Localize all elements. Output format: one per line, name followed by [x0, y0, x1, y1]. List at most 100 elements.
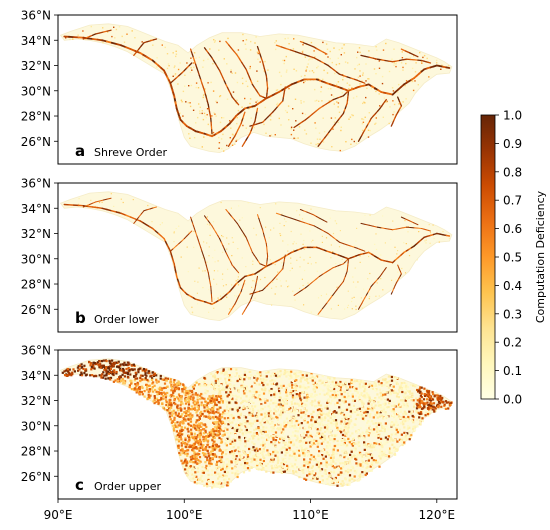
cell-pixel: [217, 411, 220, 414]
cell-pixel: [203, 241, 205, 243]
cell-pixel: [173, 426, 176, 429]
cell-pixel: [318, 481, 321, 484]
cell-pixel: [232, 454, 235, 457]
cell-pixel: [180, 433, 183, 436]
cell-pixel: [286, 421, 289, 424]
cell-pixel: [251, 286, 253, 288]
cell-pixel: [145, 368, 148, 371]
cell-pixel: [261, 419, 264, 422]
cell-pixel: [170, 421, 174, 424]
river-segment: [99, 199, 105, 202]
cell-pixel: [188, 392, 191, 395]
cell-pixel: [141, 378, 144, 381]
cell-pixel: [238, 458, 241, 461]
cell-pixel: [256, 80, 259, 82]
cell-pixel: [255, 447, 258, 450]
cell-pixel: [406, 405, 409, 408]
cell-pixel: [297, 423, 300, 426]
cell-pixel: [83, 371, 86, 375]
cell-pixel: [309, 256, 311, 258]
cell-pixel: [280, 403, 283, 406]
cell-pixel: [398, 405, 401, 409]
cell-pixel: [174, 65, 176, 67]
river-segment: [85, 203, 91, 207]
cell-pixel: [161, 44, 163, 46]
cell-pixel: [208, 224, 211, 226]
cell-pixel: [400, 382, 403, 385]
cell-pixel: [400, 62, 403, 64]
cell-pixel: [311, 395, 314, 399]
cell-pixel: [85, 369, 88, 372]
cell-pixel: [229, 445, 232, 448]
cell-pixel: [143, 390, 146, 393]
cell-pixel: [212, 428, 215, 431]
cell-pixel: [118, 377, 121, 380]
cell-pixel: [368, 396, 371, 399]
cell-pixel: [239, 397, 242, 400]
cell-pixel: [387, 455, 391, 458]
cell-pixel: [214, 466, 218, 469]
cell-pixel: [184, 458, 187, 461]
cell-pixel: [322, 440, 325, 443]
cell-pixel: [287, 105, 290, 107]
cell-pixel: [304, 74, 306, 77]
cell-pixel: [347, 471, 350, 474]
cell-pixel: [225, 370, 228, 373]
cell-pixel: [358, 63, 360, 66]
cell-pixel: [367, 452, 370, 455]
river-segment: [330, 235, 335, 239]
cell-pixel: [383, 405, 386, 408]
cell-pixel: [425, 389, 429, 392]
cell-pixel: [297, 137, 299, 139]
cell-pixel: [307, 441, 310, 444]
y-tick-label: 34°N: [21, 202, 51, 216]
cell-pixel: [222, 236, 224, 238]
cell-pixel: [375, 46, 377, 48]
cell-pixel: [210, 450, 213, 453]
cell-pixel: [348, 474, 352, 477]
cell-pixel: [229, 308, 231, 310]
cell-pixel: [337, 459, 340, 463]
cell-pixel: [352, 467, 355, 470]
panel-a-label: Shreve Order: [94, 146, 168, 159]
cell-pixel: [337, 81, 340, 83]
cell-pixel: [327, 445, 330, 448]
cell-pixel: [168, 401, 171, 404]
river-segment: [243, 65, 247, 70]
river-segment: [361, 81, 366, 84]
cell-pixel: [257, 452, 260, 455]
cell-pixel: [177, 440, 181, 443]
cell-pixel: [111, 362, 114, 365]
cell-pixel: [232, 415, 235, 418]
cell-pixel: [287, 466, 290, 469]
river-segment: [272, 276, 276, 281]
cell-pixel: [187, 407, 190, 410]
cell-pixel: [393, 103, 396, 106]
cell-pixel: [185, 101, 187, 103]
cell-pixel: [306, 421, 309, 424]
cell-pixel: [264, 413, 267, 417]
cell-pixel: [165, 403, 168, 407]
cell-pixel: [215, 100, 217, 103]
cell-pixel: [291, 384, 294, 387]
y-tick-label: 30°N: [21, 84, 51, 98]
cell-pixel: [105, 372, 108, 375]
cell-pixel: [248, 437, 251, 440]
cell-pixel: [303, 396, 306, 399]
cell-pixel: [326, 412, 329, 415]
cell-pixel: [315, 262, 317, 264]
cell-pixel: [386, 432, 389, 435]
cell-pixel: [184, 468, 187, 471]
cell-pixel: [204, 270, 206, 272]
cell-pixel: [181, 101, 183, 103]
cell-pixel: [90, 25, 92, 28]
cell-pixel: [429, 232, 432, 234]
cell-pixel: [362, 72, 364, 74]
cell-pixel: [255, 36, 257, 38]
river-segment: [360, 222, 366, 225]
cell-pixel: [227, 436, 231, 439]
cell-pixel: [183, 391, 186, 394]
cell-pixel: [160, 391, 163, 394]
y-tick-label: 36°N: [21, 177, 51, 191]
cell-pixel: [405, 80, 408, 82]
